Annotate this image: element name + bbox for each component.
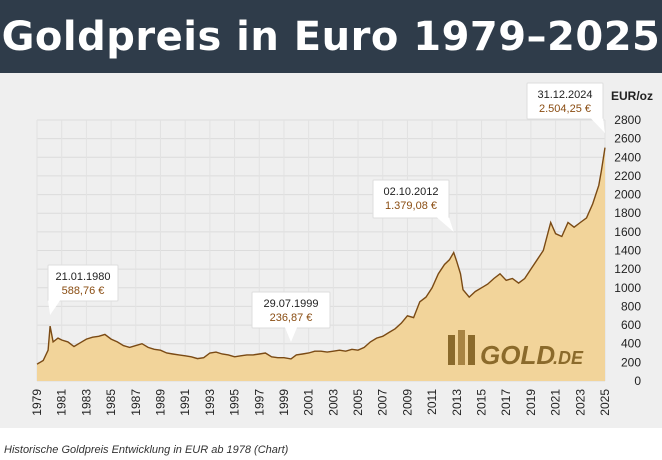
y-tick-label: 0 xyxy=(634,374,641,388)
x-tick-label: 1987 xyxy=(129,389,143,416)
x-tick-label: 1997 xyxy=(252,389,266,416)
y-tick-label: 2800 xyxy=(614,113,641,127)
callout-pointer xyxy=(591,118,605,133)
y-axis-unit: EUR/oz xyxy=(611,89,653,103)
y-tick-label: 1000 xyxy=(614,281,641,295)
callout-pointer xyxy=(48,300,60,315)
callout-pointer xyxy=(437,217,454,232)
chart-series xyxy=(36,147,606,381)
x-tick-label: 2021 xyxy=(549,389,563,416)
gold-de-logo: GOLD .DE xyxy=(448,330,584,370)
x-tick-label: 2003 xyxy=(326,389,340,416)
page-title: Goldpreis in Euro 1979–2025 xyxy=(1,13,661,60)
x-tick-label: 1995 xyxy=(228,389,242,416)
logo-bar-2 xyxy=(458,330,465,365)
x-tick-label: 1985 xyxy=(104,389,118,416)
x-tick-label: 2007 xyxy=(376,389,390,416)
x-tick-label: 2019 xyxy=(524,389,538,416)
y-tick-label: 200 xyxy=(621,355,641,369)
annotation-value: 588,76 € xyxy=(62,285,105,297)
y-tick-label: 2200 xyxy=(614,169,641,183)
title-bar: Goldpreis in Euro 1979–2025 xyxy=(0,0,662,73)
logo-text: GOLD xyxy=(480,340,555,370)
price-line xyxy=(36,147,606,365)
annotation-date: 02.10.2012 xyxy=(383,186,438,198)
x-tick-label: 1981 xyxy=(55,389,69,416)
x-tick-label: 2025 xyxy=(598,389,612,416)
x-tick-label: 2023 xyxy=(573,389,587,416)
x-tick-label: 2017 xyxy=(499,389,513,416)
callout-pointer xyxy=(284,327,297,342)
callout-box xyxy=(526,82,604,120)
annotation-callout: 31.12.2024 2.504,25 € xyxy=(526,82,605,133)
x-tick-label: 1999 xyxy=(277,389,291,416)
x-tick-label: 2001 xyxy=(302,389,316,416)
annotation-value: 1.379,08 € xyxy=(385,200,437,212)
annotation-date: 21.01.1980 xyxy=(55,271,110,283)
y-tick-label: 800 xyxy=(621,299,641,313)
x-tick-label: 1983 xyxy=(79,389,93,416)
y-tick-label: 400 xyxy=(621,337,641,351)
area-fill xyxy=(37,147,605,381)
x-tick-label: 2009 xyxy=(400,389,414,416)
gold-price-chart: GOLD .DE 0 200 400 600 800 1000 1200 1400 1600 18… xyxy=(30,82,653,416)
x-tick-label: 1979 xyxy=(30,389,44,416)
x-tick-label: 2013 xyxy=(450,389,464,416)
annotation-value: 2.504,25 € xyxy=(539,103,591,115)
callout-box xyxy=(47,264,119,302)
annotation-date: 29.07.1999 xyxy=(263,298,318,310)
y-tick-label: 2600 xyxy=(614,132,641,146)
x-tick-label: 1989 xyxy=(153,389,167,416)
y-tick-label: 2000 xyxy=(614,188,641,202)
annotation-value: 236,87 € xyxy=(270,312,313,324)
x-tick-label: 1993 xyxy=(203,389,217,416)
y-tick-label: 600 xyxy=(621,318,641,332)
annotation-callout: 29.07.1999 236,87 € xyxy=(251,291,331,342)
y-tick-label: 1600 xyxy=(614,225,641,239)
x-tick-label: 2015 xyxy=(475,389,489,416)
annotation-callout: 21.01.1980 588,76 € xyxy=(47,264,119,315)
x-tick-label: 2005 xyxy=(351,389,365,416)
y-tick-label: 2400 xyxy=(614,150,641,164)
y-tick-label: 1400 xyxy=(614,244,641,258)
y-axis: 0 200 400 600 800 1000 1200 1400 1600 1800 2000 220… xyxy=(614,113,641,388)
y-tick-label: 1200 xyxy=(614,262,641,276)
x-tick-label: 1991 xyxy=(178,389,192,416)
chart-area: GOLD .DE 0 200 400 600 800 1000 1200 1400 1600 18… xyxy=(0,73,662,428)
callout-box xyxy=(372,179,450,219)
x-axis: 1979 1981 1983 1985 1987 1989 1991 1993 1995 1997… xyxy=(30,389,612,416)
chart-caption: Historische Goldpreis Entwicklung in EUR… xyxy=(4,444,289,456)
y-tick-label: 1800 xyxy=(614,206,641,220)
x-tick-label: 2011 xyxy=(425,389,439,415)
logo-suffix: .DE xyxy=(553,348,584,368)
annotation-date: 31.12.2024 xyxy=(537,89,592,101)
annotation-callout: 02.10.2012 1.379,08 € xyxy=(372,179,454,232)
logo-bar-3 xyxy=(468,335,475,365)
logo-bar-1 xyxy=(448,335,455,365)
chart-annotations: 21.01.1980 588,76 € 29.07.1999 236,87 € 02.1… xyxy=(47,82,605,342)
